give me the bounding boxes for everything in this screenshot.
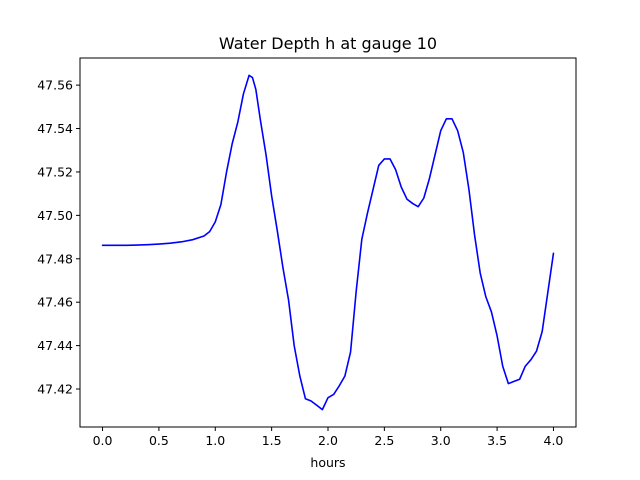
series-line [101,74,555,411]
y-tick-label: 47.42 [37,382,73,397]
y-tick-label: 47.54 [37,121,73,136]
x-tick-label: 0.0 [93,433,113,448]
x-axis-label: hours [310,455,345,470]
x-tick-label: 2.5 [374,433,394,448]
y-tick-label: 47.50 [37,208,73,223]
plot-frame [79,57,577,428]
chart-title: Water Depth h at gauge 10 [219,34,437,53]
x-tick-label: 0.5 [149,433,169,448]
x-tick-label: 1.5 [262,433,282,448]
y-tick-label: 47.44 [37,338,73,353]
y-tick-label: 47.52 [37,164,73,179]
y-tick-label: 47.48 [37,251,73,266]
x-tick-label: 1.0 [205,433,225,448]
axis-ticks: 0.0 0.5 1.0 1.5 2.0 2.5 3.0 3.5 4.0 47.42 47.44 47.… [37,78,563,448]
y-tick-label: 47.46 [37,295,73,310]
x-tick-label: 2.0 [318,433,338,448]
x-tick-label: 4.0 [544,433,564,448]
y-tick-label: 47.56 [37,78,73,93]
x-tick-label: 3.0 [431,433,451,448]
x-tick-label: 3.5 [487,433,507,448]
